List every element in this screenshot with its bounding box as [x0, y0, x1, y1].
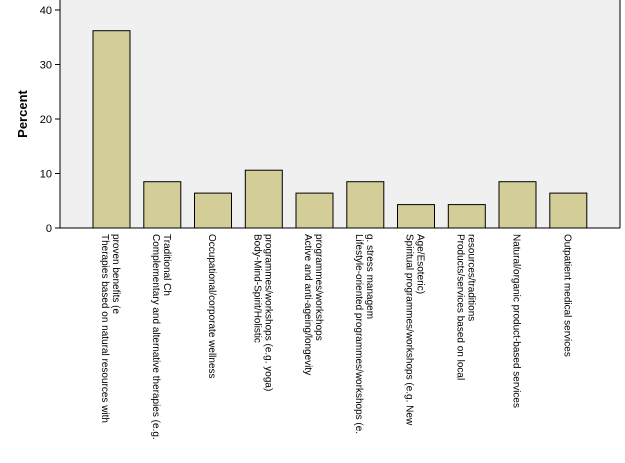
y-ticks-group: 0 10 20 30 40: [40, 5, 60, 235]
y-tick-label: 0: [46, 223, 52, 235]
x-category-label: resources/traditions: [465, 234, 476, 321]
x-category-label: Outpatient medical services: [561, 234, 572, 357]
bars-group: [92, 30, 588, 229]
bar: [498, 181, 537, 229]
x-category-label: Active and anti-ageing/longevity: [302, 234, 313, 375]
y-tick-label: 30: [40, 60, 52, 72]
bar: [295, 192, 334, 229]
x-category-label: Products/services based on local: [454, 234, 465, 380]
y-tick-label: 20: [40, 114, 52, 126]
x-category-label: Lifestyle-oriented programmes/workshops …: [353, 234, 364, 434]
x-category-label: Body-Mind-Spirit/Holistic: [251, 234, 262, 343]
x-category-label: Occupational/corporate wellness: [206, 234, 217, 379]
axes-group: [59, 0, 621, 229]
x-category-label: Age/Esoteric): [415, 234, 426, 294]
x-category-label: g. stress managem: [364, 234, 375, 319]
bar: [549, 192, 588, 229]
x-category-label: Spiritual programmes/workshops (e.g. New: [404, 234, 415, 426]
bar: [244, 169, 283, 229]
x-category-label: programmes/workshops (e.g. yoga): [262, 234, 273, 391]
x-category-label: proven benefits (e: [110, 234, 121, 314]
x-category-label: Therapies based on natural resources wit…: [99, 234, 110, 423]
bar: [397, 204, 435, 229]
bar: [92, 30, 131, 229]
y-tick-label: 40: [40, 5, 52, 17]
bar: [447, 204, 486, 229]
bar: [194, 192, 232, 229]
x-category-label: programmes/workshops: [313, 234, 324, 341]
y-axis-label: Percent: [15, 89, 30, 137]
x-category-label: Natural/organic product-based services: [511, 234, 522, 408]
x-labels-group: Therapies based on natural resources wit…: [99, 234, 572, 440]
bar: [143, 181, 182, 229]
x-category-label: Traditional Ch: [161, 234, 172, 296]
bar: [346, 181, 385, 229]
x-category-label: Complementary and alternative therapies …: [150, 234, 161, 440]
y-tick-label: 10: [40, 169, 52, 181]
